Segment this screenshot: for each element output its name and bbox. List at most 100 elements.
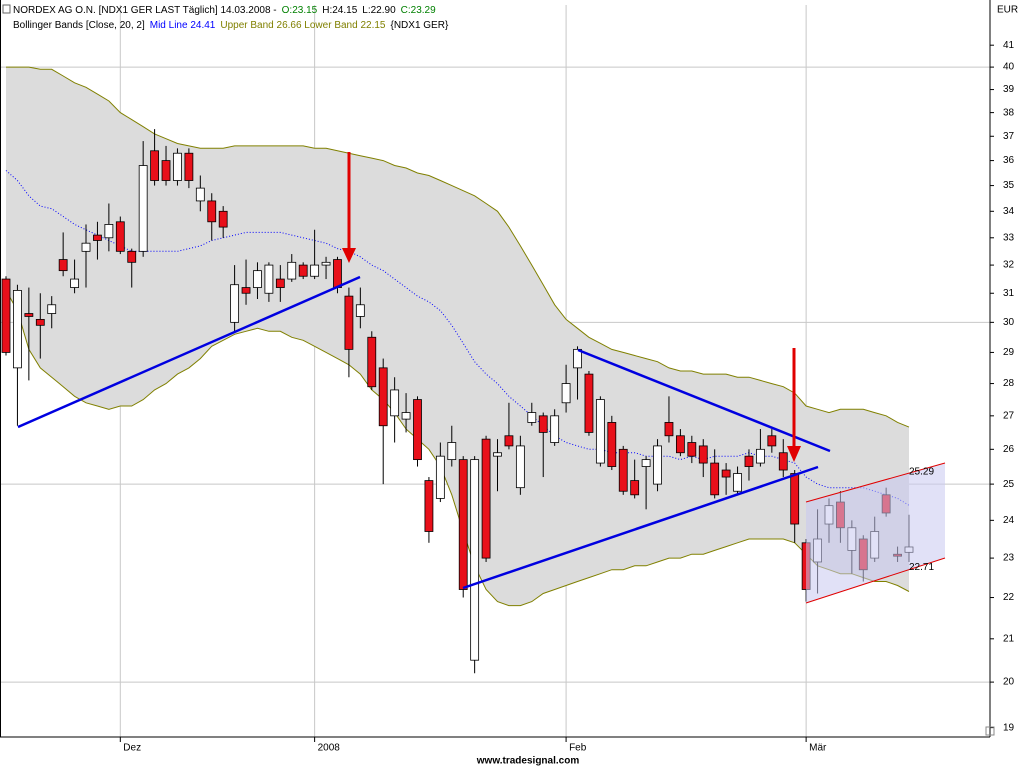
candle-body xyxy=(138,165,148,252)
y-tick-label: 38 xyxy=(1003,107,1015,118)
trend-line xyxy=(462,465,819,590)
trend-line xyxy=(577,348,831,453)
header-part: {NDX1 GER} xyxy=(390,20,448,31)
y-tick-label: 30 xyxy=(1003,317,1015,328)
axis-panel xyxy=(990,0,1024,737)
candle-body xyxy=(93,234,102,241)
candle-body xyxy=(333,259,342,288)
candle-body xyxy=(584,373,594,433)
candle-body xyxy=(458,459,468,590)
candle-body xyxy=(35,318,45,326)
header-part: Upper Band 26.66 Lower Band 22.15 xyxy=(220,20,386,31)
footer: www.tradesignal.com xyxy=(476,756,580,767)
icon xyxy=(2,4,11,14)
candle-body xyxy=(618,448,628,492)
x-tick-label: Feb xyxy=(569,743,587,754)
channel-line xyxy=(805,462,946,503)
x-tick-label: 2008 xyxy=(318,743,341,754)
candle-body xyxy=(424,480,434,532)
candle-body xyxy=(321,261,331,266)
candle-body xyxy=(653,445,662,485)
title: NORDEX AG O.N. [NDX1 GER LAST Täglich] 1… xyxy=(13,5,436,16)
candle-body xyxy=(481,438,491,559)
y-tick-label: 25 xyxy=(1003,479,1015,490)
candle-body xyxy=(607,422,617,467)
candle-body xyxy=(390,389,400,417)
candle-body xyxy=(710,462,720,496)
y-tick-label: 33 xyxy=(1003,232,1015,243)
y-tick-label: 41 xyxy=(1003,40,1015,51)
candle-body xyxy=(264,264,274,294)
header-part: O:23.15 xyxy=(282,5,318,16)
candle-body xyxy=(401,412,411,420)
candle-body xyxy=(504,435,514,447)
legend: Bollinger Bands [Close, 20, 2] Mid Line 2… xyxy=(13,20,449,31)
y-tick-label: 35 xyxy=(1003,180,1015,191)
y-tick-label: 39 xyxy=(1003,84,1015,95)
y-tick-label: 28 xyxy=(1003,378,1015,389)
candle-body xyxy=(24,313,34,317)
band-line xyxy=(5,170,910,506)
y-tick-label: 20 xyxy=(1003,677,1015,688)
candle-body xyxy=(230,284,240,323)
x-tick-label: Mär xyxy=(809,743,827,754)
candle-body xyxy=(515,445,525,489)
candle-body xyxy=(218,210,228,228)
candle-body xyxy=(493,452,502,457)
band-line xyxy=(6,66,910,428)
candle-body xyxy=(630,480,640,496)
candle-body xyxy=(675,435,685,454)
arrow xyxy=(342,152,356,263)
candle-body xyxy=(767,435,777,447)
candle-body xyxy=(756,448,765,464)
header-part: Bollinger Bands [Close, 20, 2] xyxy=(13,20,145,31)
channel-line xyxy=(805,557,946,604)
y-tick-label: 37 xyxy=(1003,131,1015,142)
y-tick-label: 21 xyxy=(1003,633,1015,644)
candle-body xyxy=(413,399,422,461)
candle-body xyxy=(70,278,79,288)
candle-body xyxy=(595,399,605,464)
candle-body xyxy=(778,452,788,471)
candle-body xyxy=(641,459,651,467)
candle-body xyxy=(275,278,285,288)
y-tick-label: 34 xyxy=(1003,206,1015,217)
candle-body xyxy=(287,261,297,280)
candle-body xyxy=(161,160,171,181)
candle-body xyxy=(573,348,582,369)
y-tick-label: 27 xyxy=(1003,410,1015,421)
trend-line xyxy=(17,275,361,429)
y-tick-label: 24 xyxy=(1003,515,1015,526)
candle-body xyxy=(81,242,91,252)
candle-body xyxy=(664,422,674,437)
candle-body xyxy=(173,152,182,181)
y-tick-label: 29 xyxy=(1003,347,1015,358)
candle-body xyxy=(127,250,137,263)
candle-body xyxy=(367,336,377,388)
candle-body xyxy=(355,304,365,317)
candle-body xyxy=(13,289,22,369)
channel-fill xyxy=(806,463,945,603)
candle-body xyxy=(733,473,742,492)
candle-body xyxy=(561,383,571,404)
candle-body xyxy=(47,304,57,314)
band-line xyxy=(5,290,910,607)
y-tick-label: 23 xyxy=(1003,553,1015,564)
x-tick-label: Dez xyxy=(123,743,141,754)
candle-body xyxy=(378,367,388,427)
candle-body xyxy=(150,150,159,181)
candle-body xyxy=(538,415,548,433)
header-part: L:22.90 xyxy=(362,5,396,16)
candle-body xyxy=(790,473,800,525)
candle-body xyxy=(721,469,731,478)
y-tick-label: 36 xyxy=(1003,155,1015,166)
candle-body xyxy=(115,221,125,252)
channel-label: 25.29 xyxy=(909,467,934,478)
y-tick-label: 32 xyxy=(1003,260,1015,271)
candle-body xyxy=(447,442,457,461)
candle-body xyxy=(744,455,754,467)
candle-body xyxy=(687,442,697,457)
y-tick-label: 26 xyxy=(1003,444,1015,455)
